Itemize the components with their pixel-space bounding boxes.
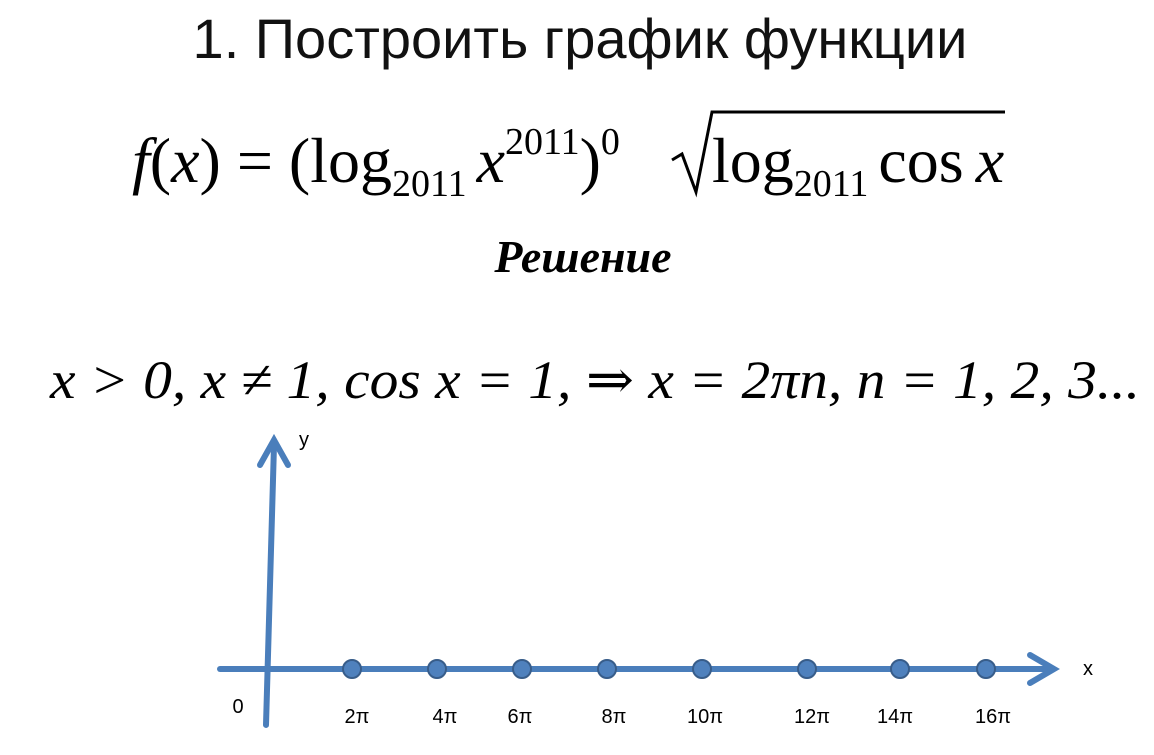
graph-point xyxy=(427,659,447,679)
y-axis xyxy=(263,442,277,728)
point-label: 2π xyxy=(345,706,370,728)
point-label: 4π xyxy=(433,706,458,728)
graph-point xyxy=(692,659,712,679)
point-label: 16π xyxy=(975,706,1011,728)
graph-point xyxy=(890,659,910,679)
formula-exp2: 0 xyxy=(601,121,620,163)
condition: x > 0, x ≠ 1, cos x = 1, ⇒ x = 2πn, n = … xyxy=(49,350,1140,410)
graph-point xyxy=(976,659,996,679)
origin-label: 0 xyxy=(232,696,243,718)
formula-mid: ) = (log xyxy=(200,125,393,196)
formula-close: ) xyxy=(580,125,601,196)
formula-base2: 2011 xyxy=(794,163,869,205)
point-label: 6π xyxy=(508,706,533,728)
point-label: 8π xyxy=(602,706,627,728)
formula-x2: x xyxy=(975,125,1004,196)
solution-label: Решение xyxy=(493,231,671,282)
formula-log2: log xyxy=(712,125,794,196)
x-axis-label: x xyxy=(1083,658,1093,680)
formula-open: ( xyxy=(150,125,171,196)
formula-cos: cos xyxy=(878,125,963,196)
y-axis-label: y xyxy=(299,429,309,451)
formula-x: x xyxy=(170,125,199,196)
axes xyxy=(217,433,1060,728)
graph-point xyxy=(342,659,362,679)
point-label: 10π xyxy=(687,706,723,728)
formula-radicand: log2011 cos x xyxy=(712,125,1004,205)
y-arrow xyxy=(257,433,291,468)
graph-point xyxy=(597,659,617,679)
point-label: 14π xyxy=(877,706,913,728)
points: 2π 4π 6π 8π 10π 12π 14π 16π xyxy=(342,659,1011,728)
x-arrow xyxy=(1027,652,1060,686)
graph-point xyxy=(512,659,532,679)
point-label: 12π xyxy=(794,706,830,728)
radical-sign xyxy=(671,110,1005,198)
formula-left: f(x) = (log2011 x2011)0 xyxy=(132,121,620,205)
formula-base1: 2011 xyxy=(392,163,467,205)
slide-title: 1. Построить график функции xyxy=(193,7,968,70)
formula-arg1: x xyxy=(476,125,505,196)
formula-exp1: 2011 xyxy=(505,121,580,163)
graph-point xyxy=(797,659,817,679)
